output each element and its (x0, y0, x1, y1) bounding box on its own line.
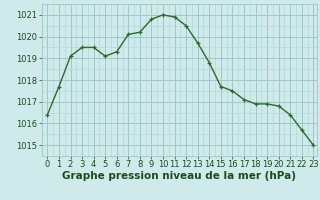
X-axis label: Graphe pression niveau de la mer (hPa): Graphe pression niveau de la mer (hPa) (62, 171, 296, 181)
